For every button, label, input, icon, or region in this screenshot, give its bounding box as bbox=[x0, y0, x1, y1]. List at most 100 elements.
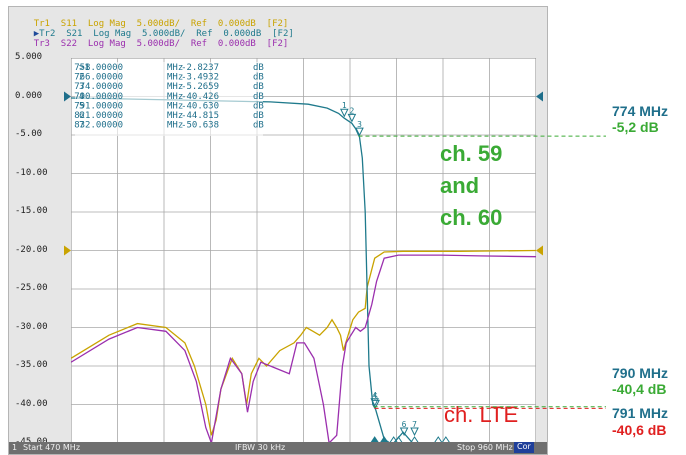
annotation-ch60: ch. 60 bbox=[440, 205, 503, 230]
marker-x-indicator-icon bbox=[441, 436, 451, 443]
marker-table-unit: MHz bbox=[167, 73, 183, 83]
ref-level-arrow-icon[interactable] bbox=[64, 245, 71, 256]
ref-level-arrow-icon[interactable] bbox=[64, 91, 71, 102]
start-frequency[interactable]: Start 470 MHz bbox=[23, 443, 81, 452]
annotation-774-value: -5,2 dB bbox=[612, 119, 659, 135]
marker-table-num: 7 bbox=[79, 121, 84, 131]
y-tick-label: 0.000 bbox=[15, 90, 43, 101]
trace-s21[interactable] bbox=[71, 97, 536, 443]
marker-table-unit: MHz bbox=[167, 111, 183, 121]
active-trace-arrow-icon: ▶ bbox=[33, 29, 40, 39]
marker-table-db: dB bbox=[253, 82, 264, 92]
marker-table-value: -50.638 bbox=[181, 121, 219, 131]
marker-table-freq: 791.00000 bbox=[74, 101, 123, 111]
trace-header-text: Tr3 S22 Log Mag 5.000dB/ Ref 0.000dB [F2… bbox=[33, 39, 289, 49]
annotation-790-freq: 790 MHz bbox=[612, 365, 669, 381]
y-tick-label: -30.00 bbox=[15, 321, 48, 332]
marker-table-unit: MHz bbox=[167, 121, 183, 131]
cor-badge[interactable]: Cor bbox=[514, 442, 534, 453]
trace-header-s21[interactable]: ▶Tr2 S21 Log Mag 5.000dB/ Ref 0.000dB [F… bbox=[12, 19, 294, 39]
y-tick-label: -40.00 bbox=[15, 398, 48, 409]
svg-text:2: 2 bbox=[349, 106, 354, 115]
y-tick-label: -20.00 bbox=[15, 244, 48, 255]
y-tick-label: -15.00 bbox=[15, 206, 48, 216]
marker-x-indicator-icon bbox=[389, 436, 399, 443]
marker-table-freq: 790.00000 bbox=[74, 92, 123, 102]
trace-header-s11[interactable]: Tr1 S11 Log Mag 5.000dB/ Ref 0.000dB [F2… bbox=[12, 9, 289, 29]
trace-header-s22[interactable]: Tr3 S22 Log Mag 5.000dB/ Ref 0.000dB [F2… bbox=[12, 29, 289, 49]
marker-table-value: -44.815 bbox=[181, 111, 219, 121]
svg-text:6: 6 bbox=[402, 420, 407, 429]
y-tick-label: -25.00 bbox=[15, 283, 48, 293]
marker-x-indicator-icon bbox=[409, 436, 420, 443]
marker-x-indicator-icon bbox=[379, 436, 389, 443]
channel-number: 1 bbox=[12, 443, 18, 452]
marker-table-db: dB bbox=[253, 73, 264, 83]
vna-screen: Tr1 S11 Log Mag 5.000dB/ Ref 0.000dB [F2… bbox=[8, 6, 548, 455]
marker-x-indicator-icon bbox=[393, 436, 403, 443]
annotation-790-value: -40,4 dB bbox=[612, 381, 667, 397]
annotation-and: and bbox=[440, 173, 480, 198]
marker-x-indicator-icon bbox=[370, 436, 380, 443]
marker-6[interactable]: 6 bbox=[399, 420, 409, 437]
annotation-791-value: -40,6 dB bbox=[612, 422, 667, 438]
marker-table-freq: 821.00000 bbox=[74, 111, 123, 121]
marker-table-unit: MHz bbox=[167, 101, 183, 111]
marker-table-db: dB bbox=[253, 111, 264, 121]
marker-table-num: 2 bbox=[79, 73, 84, 83]
annotation-ch-lte: ch. LTE bbox=[444, 402, 519, 427]
svg-text:7: 7 bbox=[412, 420, 417, 429]
marker-table-freq: 832.00000 bbox=[74, 121, 123, 131]
y-tick-label: 5.000 bbox=[15, 52, 43, 62]
y-tick-label: -10.00 bbox=[15, 167, 48, 178]
marker-x-indicator-icon bbox=[433, 436, 443, 443]
marker-2[interactable]: 2 bbox=[347, 106, 357, 123]
ref-level-arrows-right bbox=[536, 91, 543, 256]
marker-table-freq: 758.00000 bbox=[74, 63, 123, 73]
ifbw[interactable]: IFBW 30 kHz bbox=[235, 443, 286, 452]
marker-table-freq: 774.00000 bbox=[74, 82, 123, 92]
marker-table-db: dB bbox=[253, 63, 264, 73]
trace-s11[interactable] bbox=[71, 249, 536, 436]
stop-frequency[interactable]: Stop 960 MHz bbox=[457, 443, 513, 452]
y-tick-label: -5.00 bbox=[15, 129, 43, 139]
svg-text:4: 4 bbox=[372, 391, 377, 400]
y-tick-label: -35.00 bbox=[15, 360, 48, 370]
svg-text:1: 1 bbox=[342, 101, 347, 110]
marker-1[interactable]: 1 bbox=[339, 101, 349, 118]
marker-table-value: -3.4932 bbox=[181, 73, 219, 83]
marker-table-value: -5.2659 bbox=[181, 82, 219, 92]
marker-table-num: 3 bbox=[79, 82, 84, 92]
marker-table-db: dB bbox=[253, 121, 264, 131]
svg-text:5: 5 bbox=[373, 392, 378, 401]
svg-text:3: 3 bbox=[357, 120, 362, 129]
marker-table-freq: 766.00000 bbox=[74, 73, 123, 83]
marker-table-unit: MHz bbox=[167, 63, 183, 73]
annotation-791-freq: 791 MHz bbox=[612, 405, 669, 421]
marker-table-db: dB bbox=[253, 101, 264, 111]
marker-table-db: dB bbox=[253, 92, 264, 102]
marker-table-num: >1 bbox=[79, 63, 90, 73]
marker-table-num: 5 bbox=[79, 101, 84, 111]
trace-s22[interactable] bbox=[71, 254, 536, 443]
marker-5[interactable]: 5 bbox=[371, 392, 380, 409]
ref-level-arrow-icon[interactable] bbox=[536, 245, 543, 256]
marker-table-value: -2.8237 bbox=[181, 63, 219, 73]
annotation-774-freq: 774 MHz bbox=[612, 103, 669, 119]
marker-3[interactable]: 3 bbox=[355, 120, 364, 137]
marker-table-value: -40.630 bbox=[181, 101, 219, 111]
annotation-ch59: ch. 59 bbox=[440, 141, 503, 166]
ref-level-arrows-left bbox=[64, 91, 71, 256]
marker-table-num: 4 bbox=[79, 92, 84, 102]
ref-level-arrow-icon[interactable] bbox=[536, 91, 543, 102]
status-bar: 1 Start 470 MHz IFBW 30 kHz Stop 960 MHz… bbox=[9, 442, 547, 454]
marker-table-unit: MHz bbox=[167, 92, 183, 102]
trace-header-text: Tr2 S21 Log Mag 5.000dB/ Ref 0.000dB [F2… bbox=[39, 29, 294, 39]
marker-table-value: -40.426 bbox=[181, 92, 219, 102]
marker-table-unit: MHz bbox=[167, 82, 183, 92]
marker-table-num: 6 bbox=[79, 111, 84, 121]
trace-header-text: Tr1 S11 Log Mag 5.000dB/ Ref 0.000dB [F2… bbox=[33, 19, 289, 29]
marker-7[interactable]: 7 bbox=[410, 420, 419, 437]
